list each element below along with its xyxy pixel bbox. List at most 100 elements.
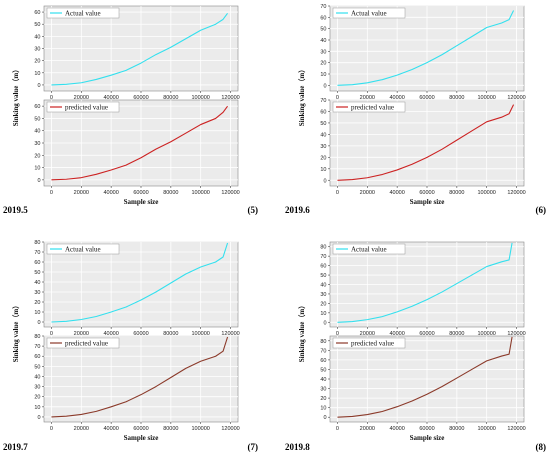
x-tick-label: 100000 — [192, 95, 210, 101]
y-tick-label: 60 — [320, 15, 326, 21]
y-tick-label: 20 — [34, 59, 40, 65]
y-tick-label: 10 — [320, 72, 326, 78]
x-tick-label: 40000 — [390, 331, 405, 337]
panel-number-label: (5) — [248, 205, 259, 215]
y-tick-label: 30 — [320, 144, 326, 150]
x-tick-label: 20000 — [360, 95, 375, 101]
series-line — [337, 242, 513, 323]
y-tick-label: 10 — [34, 310, 40, 316]
x-tick-label: 0 — [50, 95, 53, 101]
x-tick-label: 60000 — [133, 95, 148, 101]
x-tick-label: 100000 — [478, 95, 496, 101]
legend-box — [332, 7, 406, 19]
y-tick-label: 0 — [323, 320, 326, 326]
panel-date-label: 2019.5 — [3, 205, 28, 215]
legend-label: Actual value — [351, 10, 387, 18]
y-tick-label: 70 — [320, 4, 326, 10]
y-tick-label: 20 — [34, 153, 40, 159]
y-tick-label: 60 — [320, 109, 326, 115]
y-axis-title: Sinking value（m） — [298, 66, 306, 127]
series-line — [337, 10, 515, 86]
panel-date-label: 2019.6 — [285, 205, 310, 215]
panel-date-label: 2019.8 — [285, 442, 310, 452]
x-tick-label: 120000 — [507, 331, 525, 337]
x-axis-title: Sample size — [410, 198, 445, 206]
y-tick-label: 20 — [320, 61, 326, 67]
x-tick-label: 120000 — [507, 426, 525, 432]
x-tick-label: 80000 — [449, 95, 464, 101]
x-tick-label: 20000 — [360, 190, 375, 196]
x-tick-label: 120000 — [221, 331, 239, 337]
y-tick-label: 20 — [34, 395, 40, 401]
x-tick-label: 100000 — [478, 190, 496, 196]
legend-box — [46, 243, 120, 255]
x-tick-label: 80000 — [163, 331, 178, 337]
x-tick-label: 80000 — [449, 331, 464, 337]
y-tick-label: 0 — [323, 83, 326, 89]
x-tick-label: 120000 — [221, 426, 239, 432]
y-tick-label: 10 — [320, 167, 326, 173]
x-tick-label: 60000 — [133, 426, 148, 432]
y-tick-label: 40 — [34, 374, 40, 380]
y-tick-label: 20 — [320, 155, 326, 161]
x-tick-label: 80000 — [163, 426, 178, 432]
x-tick-label: 40000 — [104, 190, 119, 196]
x-tick-label: 60000 — [419, 95, 434, 101]
x-tick-label: 80000 — [449, 190, 464, 196]
y-tick-label: 60 — [320, 358, 326, 364]
x-tick-label: 0 — [336, 190, 339, 196]
y-tick-label: 70 — [320, 254, 326, 260]
x-tick-label: 20000 — [360, 331, 375, 337]
y-tick-label: 40 — [34, 129, 40, 135]
x-axis-title: Sample size — [124, 434, 159, 442]
legend-box — [46, 7, 120, 19]
x-tick-label: 100000 — [478, 426, 496, 432]
x-tick-label: 60000 — [133, 190, 148, 196]
series-line — [337, 104, 515, 181]
y-axis-title: Sinking value（m） — [12, 66, 20, 127]
y-tick-label: 60 — [34, 260, 40, 266]
x-tick-label: 40000 — [104, 331, 119, 337]
x-axis-title: Sample size — [124, 198, 159, 206]
y-tick-label: 0 — [37, 415, 40, 421]
y-tick-label: 40 — [320, 377, 326, 383]
x-tick-label: 60000 — [419, 331, 434, 337]
y-tick-label: 0 — [37, 178, 40, 184]
x-tick-label: 60000 — [419, 426, 434, 432]
y-tick-label: 30 — [320, 49, 326, 55]
y-tick-label: 60 — [34, 354, 40, 360]
y-tick-label: 60 — [320, 264, 326, 270]
y-tick-label: 70 — [34, 250, 40, 256]
x-tick-label: 0 — [336, 95, 339, 101]
x-tick-label: 120000 — [507, 95, 525, 101]
x-tick-label: 20000 — [360, 426, 375, 432]
y-tick-label: 30 — [34, 290, 40, 296]
x-tick-label: 0 — [50, 331, 53, 337]
panel-date-label: 2019.7 — [3, 442, 28, 452]
y-tick-label: 20 — [320, 396, 326, 402]
legend-box — [332, 337, 406, 349]
legend-box — [46, 101, 120, 113]
legend-box — [46, 337, 120, 349]
legend-label: predicted value — [65, 340, 108, 348]
x-tick-label: 120000 — [221, 95, 239, 101]
y-tick-label: 0 — [37, 320, 40, 326]
y-tick-label: 40 — [34, 34, 40, 40]
y-tick-label: 60 — [34, 10, 40, 16]
series-line — [51, 336, 229, 418]
y-tick-label: 40 — [320, 132, 326, 138]
y-tick-label: 0 — [323, 415, 326, 421]
x-tick-label: 100000 — [192, 190, 210, 196]
panel-number-label: (6) — [536, 205, 547, 215]
x-tick-label: 40000 — [390, 190, 405, 196]
x-tick-label: 20000 — [74, 331, 89, 337]
y-tick-label: 20 — [320, 301, 326, 307]
x-tick-label: 40000 — [104, 426, 119, 432]
series-line — [51, 242, 229, 323]
x-tick-label: 0 — [50, 190, 53, 196]
y-tick-label: 10 — [34, 405, 40, 411]
y-tick-label: 50 — [34, 22, 40, 28]
x-tick-label: 20000 — [74, 95, 89, 101]
y-tick-label: 10 — [320, 311, 326, 317]
x-axis-title: Sample size — [410, 434, 445, 442]
